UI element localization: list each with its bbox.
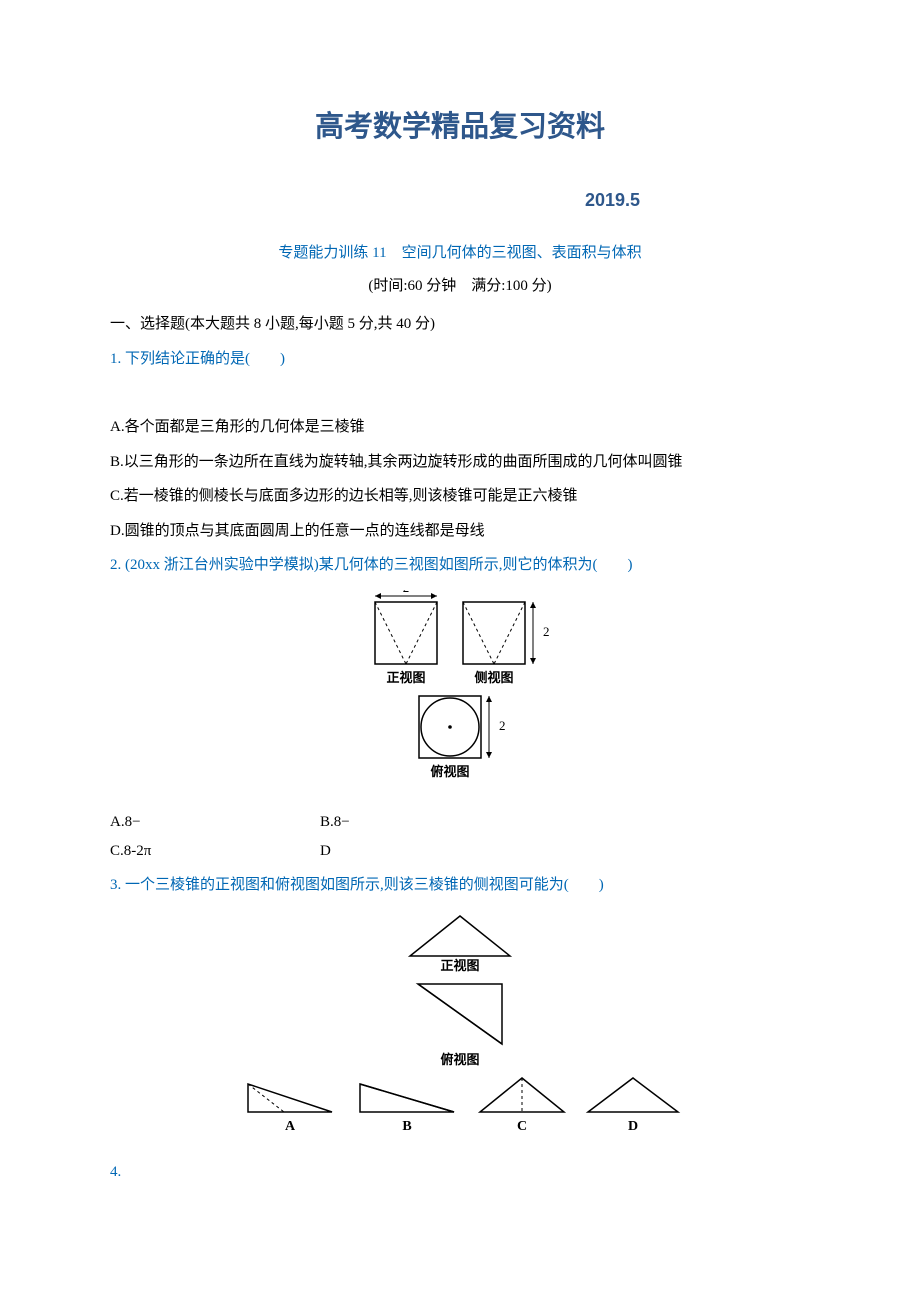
question-text: (20xx 浙江台州实验中学模拟)某几何体的三视图如图所示,则它的体积为( ) xyxy=(125,557,632,573)
label-side: 侧视图 xyxy=(474,670,513,685)
svg-text:B: B xyxy=(402,1119,411,1134)
q1-opt-c: C.若一棱锥的侧棱长与底面多边形的边长相等,则该棱锥可能是正六棱锥 xyxy=(110,482,810,511)
document-title: 高考数学精品复习资料 xyxy=(110,100,810,155)
question-number: 1. xyxy=(110,351,121,367)
document-page: 高考数学精品复习资料 2019.5 专题能力训练 11 空间几何体的三视图、表面… xyxy=(0,0,920,1302)
svg-text:A: A xyxy=(285,1119,296,1134)
svg-text:C: C xyxy=(517,1119,527,1134)
question-text: 一个三棱锥的正视图和俯视图如图所示,则该三棱锥的侧视图可能为( ) xyxy=(125,877,604,893)
document-date: 2019.5 xyxy=(110,183,810,217)
dim-2-top-view: 2 xyxy=(499,718,506,733)
label-top-2: 俯视图 xyxy=(440,1052,479,1067)
q2-opts-row2: C.8-2π D xyxy=(110,837,810,866)
svg-text:D: D xyxy=(628,1119,638,1134)
q1-opt-b: B.以三角形的一条边所在直线为旋转轴,其余两边旋转形成的曲面所围成的几何体叫圆锥 xyxy=(110,448,810,477)
subtitle: 专题能力训练 11 空间几何体的三视图、表面积与体积 xyxy=(110,239,810,268)
q2-opts-row1: A.8− B.8− xyxy=(110,808,810,837)
label-top: 俯视图 xyxy=(430,764,469,779)
question-number: 3. xyxy=(110,877,121,893)
label-front: 正视图 xyxy=(386,670,425,685)
q1-opt-d: D.圆锥的顶点与其底面圆周上的任意一点的连线都是母线 xyxy=(110,517,810,546)
question-4: 4. xyxy=(110,1158,810,1187)
question-number: 2. xyxy=(110,557,121,573)
section-head-1: 一、选择题(本大题共 8 小题,每小题 5 分,共 40 分) xyxy=(110,310,810,339)
question-text: 下列结论正确的是( ) xyxy=(125,351,285,367)
dim-2-side: 2 xyxy=(543,624,550,639)
q1-opt-a: A.各个面都是三角形的几何体是三棱锥 xyxy=(110,413,810,442)
q2-opt-b: B.8− xyxy=(320,808,440,837)
q3-figure: 正视图 俯视图 A B xyxy=(110,910,810,1151)
q2-opt-c: C.8-2π xyxy=(110,837,230,866)
q2-opt-d: D xyxy=(320,837,440,866)
q2-opt-a: A.8− xyxy=(110,808,230,837)
question-3: 3. 一个三棱锥的正视图和俯视图如图所示,则该三棱锥的侧视图可能为( ) xyxy=(110,871,810,900)
label-front-2: 正视图 xyxy=(440,958,479,973)
question-1: 1. 下列结论正确的是( ) xyxy=(110,345,810,374)
dim-2-top: 2 xyxy=(403,590,410,595)
question-number: 4. xyxy=(110,1164,121,1180)
time-info: (时间:60 分钟 满分:100 分) xyxy=(110,272,810,301)
question-2: 2. (20xx 浙江台州实验中学模拟)某几何体的三视图如图所示,则它的体积为(… xyxy=(110,551,810,580)
q2-figure: 2 2 正视图 侧视图 xyxy=(110,590,810,801)
